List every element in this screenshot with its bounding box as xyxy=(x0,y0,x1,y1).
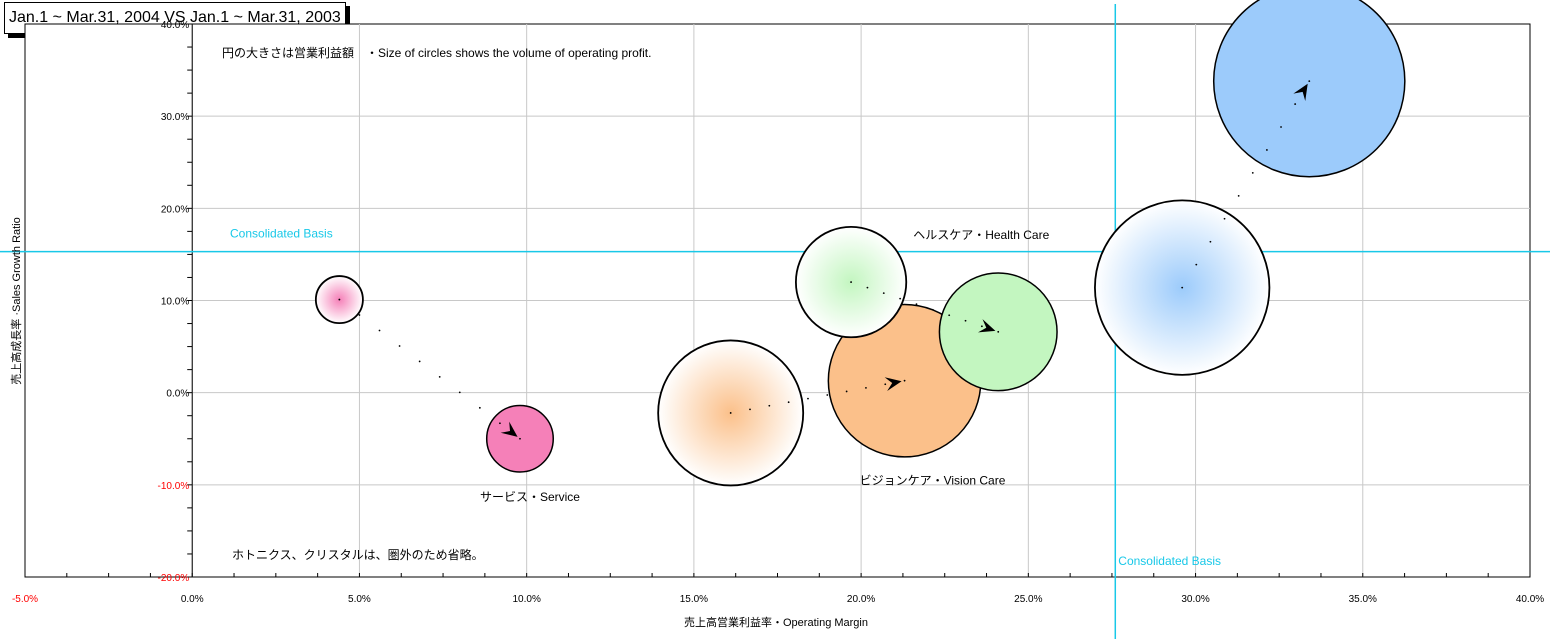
y-tick-label: 10.0% xyxy=(161,297,189,308)
trail-dot xyxy=(1294,103,1297,105)
trail-dot xyxy=(1223,217,1226,220)
y-axis-title: 売上高成長率 ·Sales Growth Ratio xyxy=(9,217,23,384)
trail-dot xyxy=(948,314,951,317)
trail-dot xyxy=(826,394,829,396)
y-tick-label: -10.0% xyxy=(158,481,190,492)
bubbles xyxy=(314,0,1406,487)
trail-dot xyxy=(787,401,790,404)
trail-dot xyxy=(1209,240,1212,243)
consolidated-basis-label-horizontal: Consolidated Basis xyxy=(230,227,333,241)
trail-dot xyxy=(1195,263,1198,266)
series-label: ヘルスケア・Health Care xyxy=(913,228,1049,242)
trail-dot xyxy=(499,422,501,425)
trail-dot xyxy=(807,397,809,400)
trail-dot xyxy=(903,379,906,382)
trail-dot xyxy=(884,383,887,386)
trail-dot xyxy=(1237,194,1240,197)
trail-dot xyxy=(1181,286,1184,289)
movement-arrow xyxy=(884,377,902,392)
trail-dot xyxy=(438,375,441,378)
y-tick-label: 30.0% xyxy=(161,112,189,123)
x-tick-label: 20.0% xyxy=(847,594,875,605)
trail-dot xyxy=(997,330,1000,333)
movement-arrow xyxy=(500,421,518,437)
x-tick-label: 35.0% xyxy=(1349,594,1377,605)
trail-dot xyxy=(931,308,934,311)
trail-dot xyxy=(338,298,341,301)
x-tick-label: 10.0% xyxy=(512,594,540,605)
omitted-note: ホトニクス、クリスタルは、圏外のため省略。 xyxy=(232,547,484,562)
y-tick-label: 20.0% xyxy=(161,204,189,215)
trail-dot xyxy=(845,390,848,393)
trail-dot xyxy=(980,325,983,328)
trail-dot xyxy=(729,412,732,414)
x-tick-label: 25.0% xyxy=(1014,594,1042,605)
y-tick-label: 0.0% xyxy=(166,389,189,400)
series-label: サービス・Service xyxy=(480,490,580,504)
trail-dot xyxy=(899,297,902,300)
trail-dot xyxy=(964,319,967,322)
x-tick-label: 30.0% xyxy=(1181,594,1209,605)
trail-dot xyxy=(749,408,751,411)
trail-dot xyxy=(866,286,869,289)
trail-dot xyxy=(915,303,918,306)
y-tick-label: -20.0% xyxy=(158,573,190,584)
labels: サービス・Service ビジョンケア・Vision Care ヘルスケア・Heal… xyxy=(480,228,1050,504)
movement-arrow xyxy=(1293,83,1308,101)
x-tick-label: 15.0% xyxy=(680,594,708,605)
y-tick-label: 40.0% xyxy=(161,20,189,31)
series-label: ビジョンケア・Vision Care xyxy=(860,474,1006,488)
trail-dot xyxy=(458,391,461,394)
x-tick-label: 0.0% xyxy=(181,594,204,605)
size-note: 円の大きさは営業利益額 ・Size of circles shows the v… xyxy=(222,46,651,60)
trail-dot xyxy=(1251,172,1254,174)
trail-dot xyxy=(1308,80,1311,83)
x-tick-label: 40.0% xyxy=(1516,594,1544,605)
bubble-current-year xyxy=(1212,0,1406,178)
x-tick-label: -5.0% xyxy=(12,594,38,605)
trail-dot xyxy=(1266,149,1268,151)
consolidated-basis-label-vertical: Consolidated Basis xyxy=(1118,554,1221,568)
x-tick-label: 5.0% xyxy=(348,594,371,605)
trail-dot xyxy=(398,345,401,347)
trail-dot xyxy=(478,406,481,409)
trail-dot xyxy=(882,292,885,295)
trail-dot xyxy=(358,314,361,316)
trail-dot xyxy=(768,404,771,407)
movement-arrow xyxy=(977,319,996,333)
x-axis-title: 売上高営業利益率・Operating Margin xyxy=(684,615,868,629)
axes: -5.0% 0.0% 5.0% 10.0% 15.0% 20.0% 25.0% 30.0% 35… xyxy=(12,20,1544,605)
consolidated-basis-lines: Consolidated Basis Consolidated Basis xyxy=(0,4,1550,639)
trail-dot xyxy=(865,386,867,389)
trail-dot xyxy=(418,360,421,363)
trail-dot xyxy=(378,329,381,332)
trail-dot xyxy=(850,281,852,283)
trail-dot xyxy=(1280,126,1282,128)
trail-dot xyxy=(519,437,521,440)
